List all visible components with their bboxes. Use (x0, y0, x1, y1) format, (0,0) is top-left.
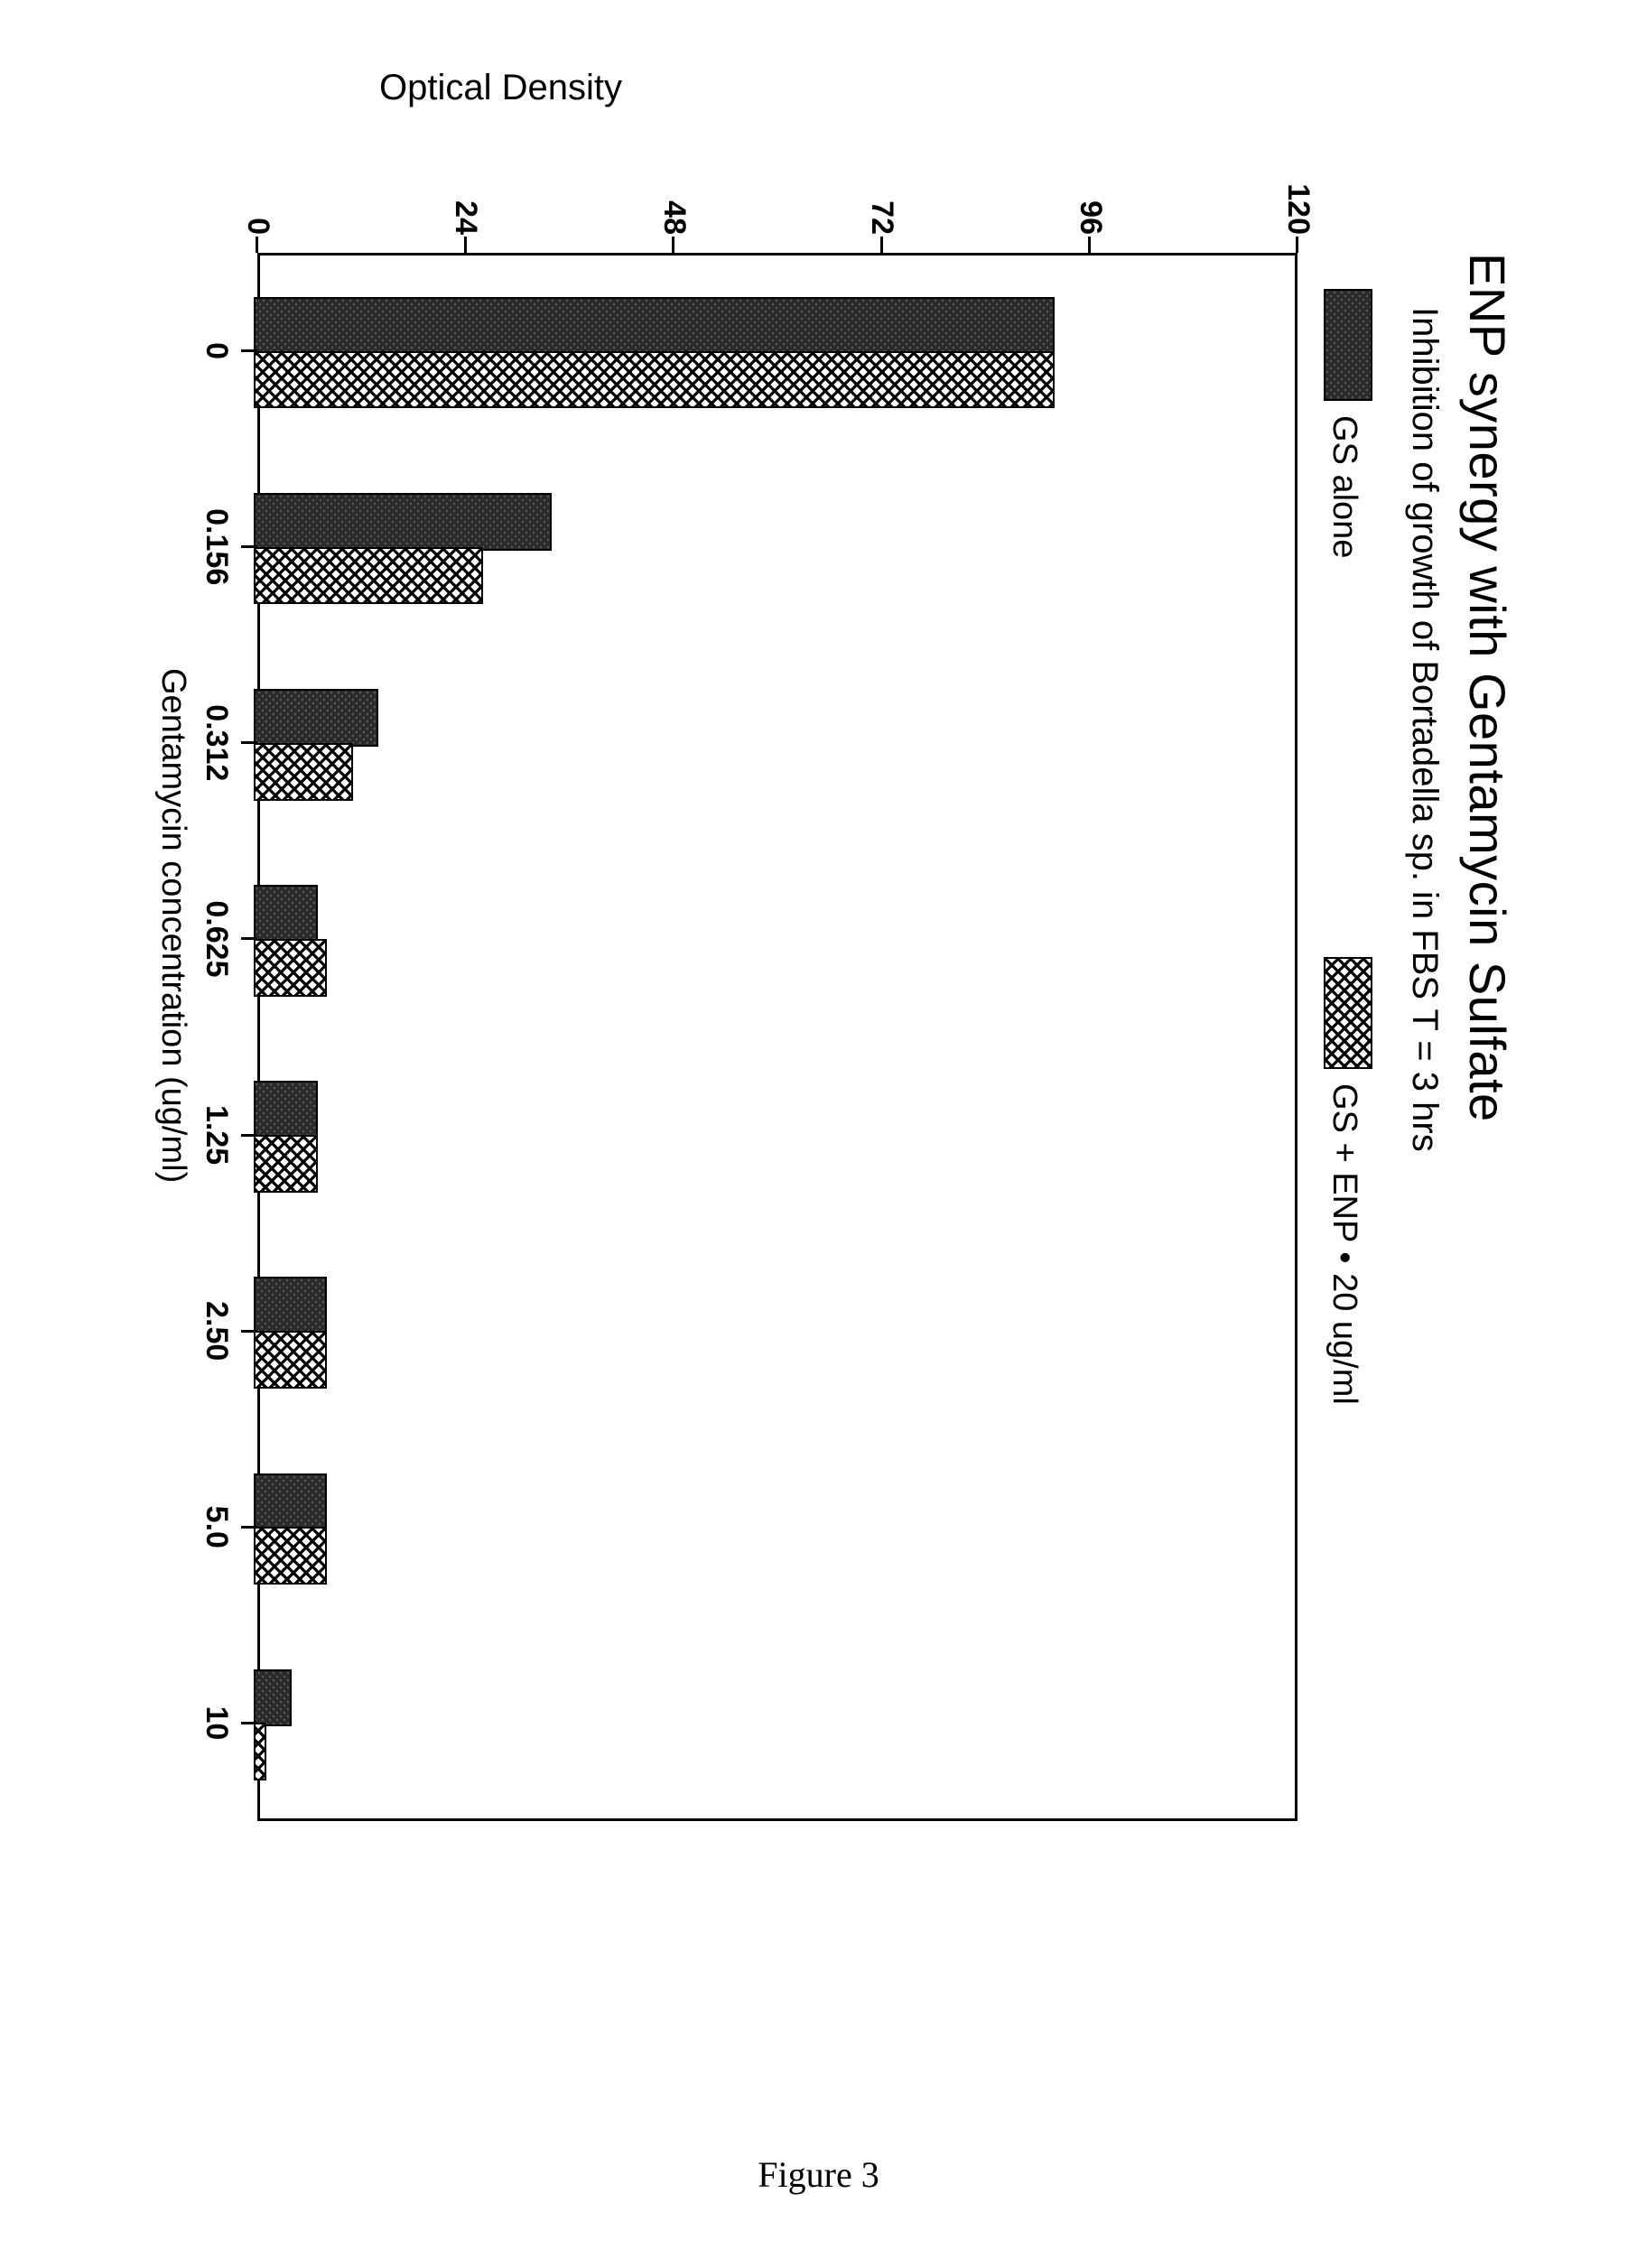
y-tick-label: 24 (448, 153, 483, 235)
y-tick-label: 120 (1280, 153, 1316, 235)
bar-gs-alone (254, 689, 378, 747)
bar-gs-alone (254, 1473, 327, 1531)
x-tick (241, 1134, 257, 1137)
bar-gs-alone (254, 1081, 318, 1139)
bar-gs-enp (254, 1331, 327, 1389)
legend-swatch-gs-enp (1324, 957, 1372, 1069)
x-tick-label: 0.312 (199, 698, 234, 788)
bar-gs-enp (254, 1527, 327, 1585)
bar-gs-alone (254, 885, 318, 943)
x-tick (241, 937, 257, 940)
x-tick (241, 1722, 257, 1724)
bar-gs-enp (254, 351, 1055, 409)
x-tick-label: 2.50 (199, 1286, 234, 1376)
bar-gs-alone (254, 1277, 327, 1334)
chart-frame (257, 253, 1298, 1821)
legend-label-gs-enp: GS + ENP • 20 ug/ml (1325, 1083, 1363, 1405)
chart-container: Optical Density ENP synergy with Gentamy… (90, 54, 1580, 2086)
x-tick-label: 1.25 (199, 1090, 234, 1180)
bar-gs-alone (254, 493, 552, 551)
bar-gs-alone (254, 1669, 292, 1727)
x-axis-label: Gentamycin concentration (ug/ml) (153, 668, 192, 1183)
x-tick (241, 349, 257, 352)
x-tick-label: 0.156 (199, 502, 234, 592)
y-tick-label: 0 (240, 153, 275, 235)
y-tick-label: 48 (656, 153, 692, 235)
plot-area: 02448729612000.1560.3120.6251.252.505.01… (257, 253, 1300, 1824)
y-tick-label: 96 (1073, 153, 1108, 235)
bar-gs-enp (254, 939, 327, 997)
y-tick (880, 237, 883, 253)
bar-gs-enp (254, 743, 353, 801)
y-tick (672, 237, 674, 253)
x-tick-label: 0 (199, 306, 234, 396)
y-tick (1297, 237, 1299, 253)
figure-caption: Figure 3 (18, 2153, 1619, 2196)
chart-sub-title: Inhibition of growth of Bortadella sp. i… (1404, 307, 1445, 1152)
y-axis-label: Optical Density (379, 68, 622, 108)
x-tick-label: 10 (199, 1678, 234, 1768)
bar-gs-enp (254, 547, 483, 605)
x-tick (241, 545, 257, 548)
bar-gs-enp (254, 1135, 318, 1193)
y-tick (1088, 237, 1091, 253)
y-tick (464, 237, 467, 253)
x-tick-label: 5.0 (199, 1482, 234, 1572)
legend-label-gs-alone: GS alone (1325, 415, 1363, 558)
bar-gs-enp (254, 1723, 266, 1780)
x-tick (241, 741, 257, 744)
x-tick (241, 1330, 257, 1333)
y-tick (256, 237, 259, 253)
x-tick-label: 0.625 (199, 894, 234, 984)
bar-gs-alone (254, 297, 1055, 355)
y-tick-label: 72 (864, 153, 899, 235)
x-tick (241, 1526, 257, 1529)
legend-swatch-gs-alone (1324, 289, 1372, 401)
chart-main-title: ENP synergy with Gentamycin Sulfate (1458, 253, 1517, 1122)
